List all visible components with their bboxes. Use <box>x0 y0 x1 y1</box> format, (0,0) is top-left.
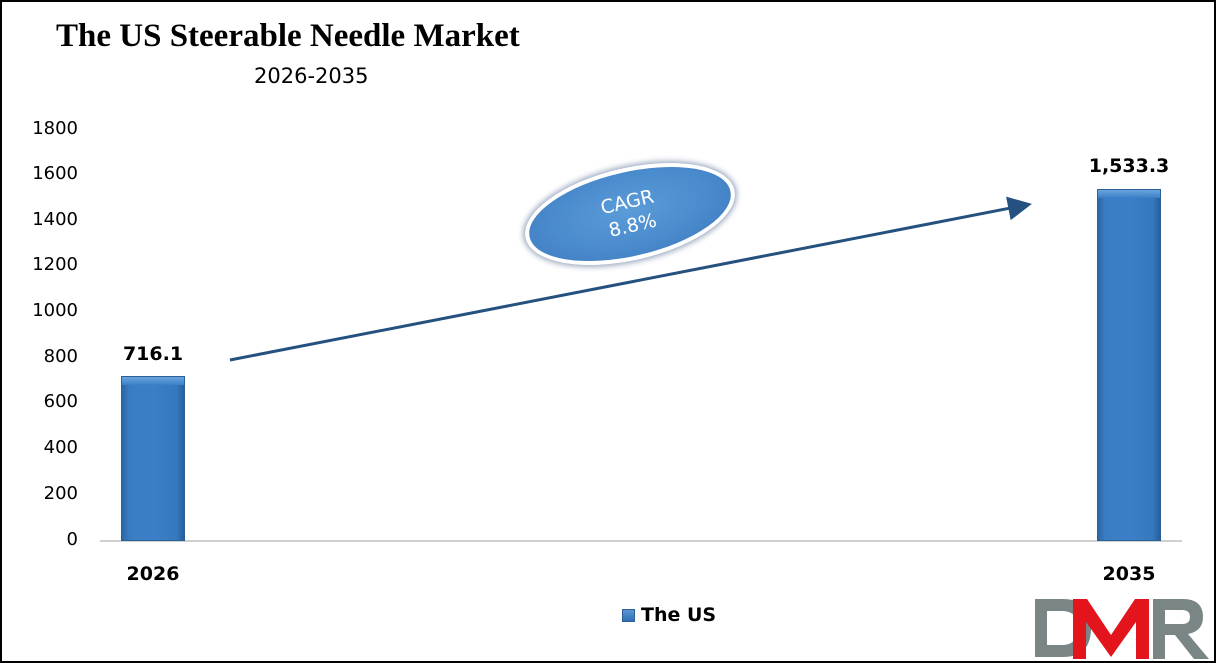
dmr-logo-icon <box>1035 599 1209 659</box>
y-tick-label: 1800 <box>32 118 78 139</box>
y-tick-label: 200 <box>43 483 78 504</box>
y-tick-label: 1600 <box>32 163 78 184</box>
x-tick-label-2026: 2026 <box>126 563 180 585</box>
y-tick-label: 1000 <box>32 300 78 321</box>
x-axis-line <box>100 540 1182 542</box>
chart-subtitle: 2026-2035 <box>254 64 369 88</box>
data-label-2035: 1,533.3 <box>1088 155 1170 177</box>
y-tick-label: 0 <box>66 529 78 550</box>
y-tick-label: 800 <box>43 346 78 367</box>
data-label-2026: 716.1 <box>122 343 184 365</box>
bar-2035 <box>1097 189 1161 541</box>
y-tick-label: 1200 <box>32 254 78 275</box>
x-tick-label-2035: 2035 <box>1102 563 1156 585</box>
legend-label: The US <box>641 604 717 626</box>
cagr-badge: CAGR 8.8% <box>515 145 745 283</box>
y-tick-label: 400 <box>43 437 78 458</box>
y-tick-label: 1400 <box>32 209 78 230</box>
legend: The US <box>622 604 716 626</box>
y-tick-label: 600 <box>43 391 78 412</box>
legend-swatch-icon <box>622 608 635 622</box>
bar-2026 <box>121 376 185 541</box>
chart-title: The US Steerable Needle Market <box>56 18 520 54</box>
